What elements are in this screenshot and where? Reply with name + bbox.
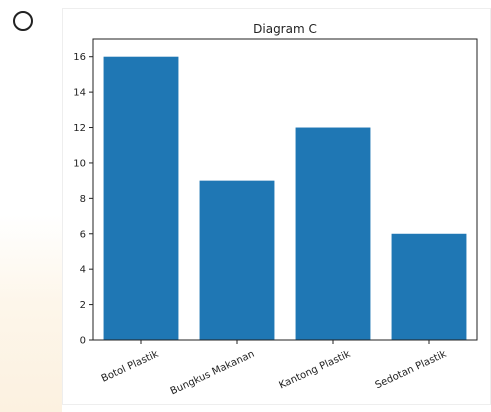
y-tick-label: 4 xyxy=(80,265,86,276)
y-tick-label: 8 xyxy=(80,194,86,205)
x-tick-label: Sedotan Plastik xyxy=(374,349,449,392)
bar-chart: Diagram C 0 2 4 6 8 10 12 14 16 Botol Plastik Bun… xyxy=(73,22,478,398)
bar xyxy=(295,127,371,340)
background-tint xyxy=(0,215,62,412)
x-tick-label: Kantong Plastik xyxy=(277,349,352,392)
y-tick-label: 12 xyxy=(73,123,86,134)
x-tick-label: Botol Plastik xyxy=(100,349,161,385)
bar xyxy=(103,56,179,341)
y-tick-label: 14 xyxy=(73,88,86,99)
y-tick-label: 0 xyxy=(80,336,86,347)
plot-frame xyxy=(92,38,478,341)
chart-card: Diagram C 0 2 4 6 8 10 12 14 16 Botol Plastik Bun… xyxy=(62,8,491,405)
y-tick-label: 6 xyxy=(80,229,86,240)
bar xyxy=(199,180,275,340)
bar xyxy=(391,233,467,340)
y-tick-label: 16 xyxy=(73,52,86,63)
chart-title: Diagram C xyxy=(253,22,317,36)
y-tick-label: 2 xyxy=(80,300,86,311)
radio-button[interactable] xyxy=(13,11,33,31)
x-tick-label: Bungkus Makanan xyxy=(169,349,256,398)
y-tick-label: 10 xyxy=(73,158,86,169)
